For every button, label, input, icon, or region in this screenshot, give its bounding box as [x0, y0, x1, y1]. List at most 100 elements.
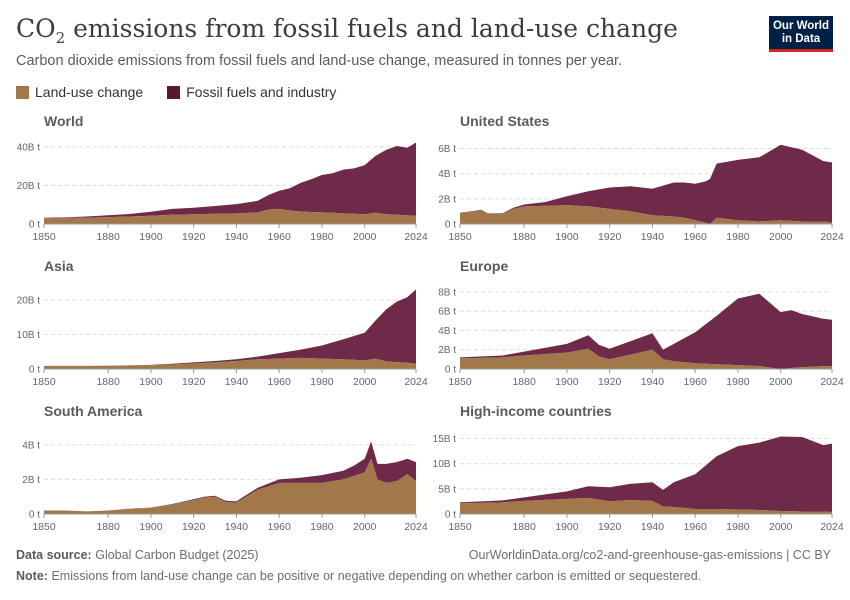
x-tick-label-south-america: 2024 — [404, 521, 428, 533]
x-tick-label-europe: 1920 — [598, 376, 622, 388]
area-fossil-asia — [44, 289, 416, 366]
area-fossil-world — [44, 142, 416, 219]
panel-title-south-america: South America — [44, 403, 142, 419]
x-tick-label-asia: 1960 — [267, 376, 291, 388]
area-land-use-south-america — [44, 458, 416, 514]
x-tick-label-europe: 2000 — [769, 376, 793, 388]
legend-swatch-fossil — [167, 85, 181, 99]
x-tick-label-south-america: 1900 — [139, 521, 163, 533]
y-tick-label-south-america: 2B t — [22, 475, 40, 486]
x-tick-label-world: 2024 — [404, 231, 428, 243]
y-tick-label-high-income-countries: 15B t — [433, 434, 457, 445]
x-tick-label-south-america: 1960 — [267, 521, 291, 533]
x-tick-label-united-states: 2000 — [769, 231, 793, 243]
x-tick-label-united-states: 2024 — [820, 231, 844, 243]
panel-title-united-states: United States — [460, 113, 550, 129]
y-tick-label-europe: 6B t — [438, 307, 456, 318]
x-tick-label-europe: 1960 — [683, 376, 707, 388]
x-tick-label-united-states: 1960 — [683, 231, 707, 243]
x-tick-label-world: 1940 — [225, 231, 249, 243]
area-land-use-high-income-countries — [460, 497, 832, 514]
x-tick-label-high-income-countries: 1980 — [726, 521, 750, 533]
area-fossil-south-america — [44, 441, 416, 512]
legend-item-land-use[interactable]: Land-use change — [16, 84, 143, 100]
y-tick-label-united-states: 2B t — [438, 194, 456, 205]
chart-subtitle: Carbon dioxide emissions from fossil fue… — [16, 53, 623, 69]
x-tick-label-world: 2000 — [353, 231, 377, 243]
x-tick-label-united-states: 1940 — [641, 231, 665, 243]
area-fossil-high-income-countries — [460, 436, 832, 512]
data-source-link[interactable]: Global Carbon Budget (2025) — [95, 548, 259, 562]
x-tick-label-high-income-countries: 1940 — [641, 521, 665, 533]
legend-item-fossil[interactable]: Fossil fuels and industry — [167, 84, 336, 100]
x-tick-label-asia: 1850 — [32, 376, 56, 388]
x-tick-label-high-income-countries: 1960 — [683, 521, 707, 533]
area-land-use-asia — [44, 357, 416, 369]
x-tick-label-south-america: 2000 — [353, 521, 377, 533]
panel-title-europe: Europe — [460, 258, 508, 274]
y-tick-label-europe: 0 t — [445, 365, 456, 376]
y-tick-label-world: 0 t — [29, 220, 40, 231]
footer-url[interactable]: OurWorldinData.org/co2-and-greenhouse-ga… — [468, 548, 831, 562]
legend-label-land-use: Land-use change — [35, 84, 144, 100]
x-tick-label-high-income-countries: 2024 — [820, 521, 844, 533]
y-tick-label-world: 20B t — [17, 181, 41, 192]
x-tick-label-europe: 1940 — [641, 376, 665, 388]
y-tick-label-asia: 10B t — [17, 330, 41, 341]
x-tick-label-asia: 1880 — [96, 376, 120, 388]
x-tick-label-asia: 2024 — [404, 376, 428, 388]
y-tick-label-high-income-countries: 10B t — [433, 459, 457, 470]
legend: Land-use change Fossil fuels and industr… — [16, 84, 336, 100]
y-tick-label-europe: 8B t — [438, 287, 456, 298]
y-tick-label-asia: 0 t — [29, 365, 40, 376]
x-tick-label-united-states: 1880 — [512, 231, 536, 243]
x-tick-label-asia: 1920 — [182, 376, 206, 388]
x-tick-label-south-america: 1940 — [225, 521, 249, 533]
x-tick-label-high-income-countries: 1920 — [598, 521, 622, 533]
area-fossil-united-states — [460, 144, 832, 224]
y-tick-label-europe: 2B t — [438, 345, 456, 356]
x-tick-label-south-america: 1980 — [310, 521, 334, 533]
y-tick-label-world: 40B t — [17, 142, 41, 153]
legend-label-fossil: Fossil fuels and industry — [186, 84, 337, 100]
y-tick-label-united-states: 4B t — [438, 169, 456, 180]
panel-title-world: World — [44, 113, 83, 129]
x-tick-label-world: 1960 — [267, 231, 291, 243]
x-tick-label-world: 1920 — [182, 231, 206, 243]
x-tick-label-south-america: 1850 — [32, 521, 56, 533]
y-tick-label-south-america: 4B t — [22, 440, 40, 451]
y-tick-label-europe: 4B t — [438, 326, 456, 337]
panel-title-high-income-countries: High-income countries — [460, 403, 612, 419]
x-tick-label-europe: 1850 — [448, 376, 472, 388]
x-tick-label-united-states: 1920 — [598, 231, 622, 243]
owid-logo[interactable]: Our World in Data — [769, 16, 833, 52]
x-tick-label-high-income-countries: 2000 — [769, 521, 793, 533]
x-tick-label-south-america: 1880 — [96, 521, 120, 533]
x-tick-label-asia: 1940 — [225, 376, 249, 388]
y-tick-label-united-states: 0 t — [445, 220, 456, 231]
x-tick-label-world: 1980 — [310, 231, 334, 243]
y-tick-label-asia: 20B t — [17, 295, 41, 306]
area-land-use-world — [44, 208, 416, 224]
y-tick-label-high-income-countries: 5B t — [438, 484, 456, 495]
x-tick-label-europe: 1880 — [512, 376, 536, 388]
area-fossil-europe — [460, 293, 832, 369]
footer-note: Note: Emissions from land-use change can… — [16, 569, 702, 583]
x-tick-label-united-states: 1980 — [726, 231, 750, 243]
x-tick-label-europe: 1900 — [555, 376, 579, 388]
x-tick-label-united-states: 1850 — [448, 231, 472, 243]
x-tick-label-united-states: 1900 — [555, 231, 579, 243]
x-tick-label-europe: 2024 — [820, 376, 844, 388]
legend-swatch-land-use — [16, 85, 29, 99]
x-tick-label-asia: 2000 — [353, 376, 377, 388]
x-tick-label-world: 1880 — [96, 231, 120, 243]
x-tick-label-high-income-countries: 1850 — [448, 521, 472, 533]
data-source: Data source: Global Carbon Budget (2025) — [16, 548, 259, 562]
x-tick-label-world: 1900 — [139, 231, 163, 243]
y-tick-label-united-states: 6B t — [438, 144, 456, 155]
x-tick-label-asia: 1900 — [139, 376, 163, 388]
chart-title: CO2 emissions from fossil fuels and land… — [16, 14, 678, 47]
x-tick-label-high-income-countries: 1880 — [512, 521, 536, 533]
x-tick-label-high-income-countries: 1900 — [555, 521, 579, 533]
